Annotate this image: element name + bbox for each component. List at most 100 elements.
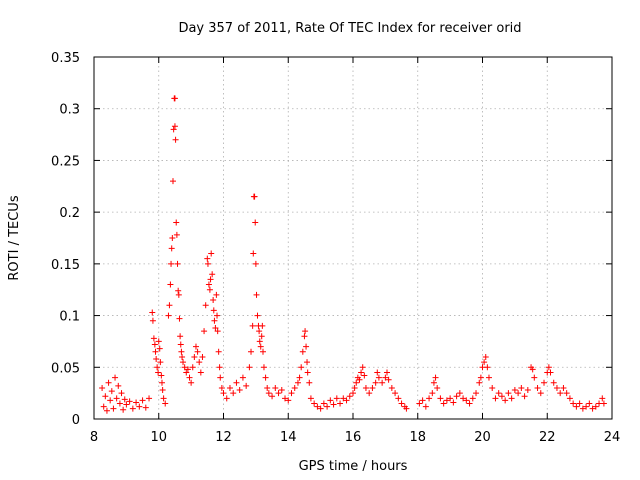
- data-point: [392, 390, 399, 397]
- data-point: [171, 95, 178, 102]
- data-point: [214, 328, 221, 335]
- data-point: [403, 405, 410, 412]
- data-point: [296, 374, 303, 381]
- data-point: [482, 353, 489, 360]
- x-tick-labels: 8 10 12 14 16 18 20 22 24: [90, 430, 620, 445]
- y-tick-label: 0.35: [51, 51, 80, 66]
- data-point: [107, 397, 114, 404]
- data-point: [272, 384, 279, 391]
- data-point: [311, 400, 318, 407]
- data-point: [204, 260, 211, 267]
- data-point: [168, 260, 175, 267]
- data-point: [557, 390, 564, 397]
- data-point: [304, 359, 311, 366]
- data-point: [492, 395, 499, 402]
- data-point: [215, 348, 222, 355]
- data-point: [202, 302, 209, 309]
- data-point: [170, 126, 177, 133]
- y-tick-labels: 0 0.05 0.1 0.15 0.2 0.25 0.3 0.35: [51, 51, 80, 428]
- data-point: [256, 328, 263, 335]
- data-point: [592, 403, 599, 410]
- data-point: [426, 395, 433, 402]
- data-point: [169, 235, 176, 241]
- data-point: [346, 393, 353, 400]
- data-point: [175, 287, 182, 294]
- data-point: [356, 376, 363, 383]
- data-point: [375, 374, 382, 381]
- data-point: [351, 384, 358, 391]
- data-point: [191, 353, 198, 360]
- data-point: [429, 390, 436, 397]
- data-point: [166, 302, 173, 309]
- data-point: [385, 376, 392, 383]
- data-point: [209, 271, 216, 278]
- data-point: [146, 395, 153, 402]
- data-point: [113, 395, 120, 402]
- data-point: [121, 396, 128, 403]
- data-point: [589, 405, 596, 412]
- data-point: [136, 403, 143, 410]
- data-point: [207, 276, 214, 283]
- data-point: [236, 387, 243, 394]
- data-point: [456, 390, 463, 397]
- x-tick-label: 16: [345, 430, 362, 445]
- x-tick-label: 12: [215, 430, 232, 445]
- data-point: [212, 324, 219, 331]
- data-point: [220, 390, 227, 397]
- data-point: [165, 312, 172, 319]
- data-point: [99, 384, 106, 391]
- data-point: [183, 369, 190, 376]
- data-point: [199, 353, 206, 360]
- data-point: [188, 379, 195, 386]
- data-point: [324, 403, 331, 410]
- data-point: [327, 397, 334, 404]
- data-point: [434, 384, 441, 391]
- data-point: [366, 390, 373, 397]
- data-point: [443, 397, 450, 404]
- data-point: [175, 291, 182, 298]
- data-point: [177, 341, 184, 348]
- x-tick-label: 22: [539, 430, 556, 445]
- data-point: [303, 343, 310, 350]
- data-point: [208, 250, 215, 257]
- data-point: [149, 309, 156, 316]
- data-point: [437, 395, 444, 402]
- data-point: [105, 379, 112, 386]
- data-point: [515, 390, 522, 397]
- data-point: [152, 348, 159, 355]
- data-point: [129, 405, 136, 412]
- data-point: [158, 379, 165, 386]
- data-point: [258, 333, 265, 340]
- data-point: [201, 328, 208, 335]
- data-point: [547, 369, 554, 376]
- data-point: [521, 393, 528, 400]
- data-point: [498, 393, 505, 400]
- data-point: [550, 379, 557, 386]
- data-point: [278, 387, 285, 394]
- data-point: [302, 328, 309, 335]
- data-point: [453, 393, 460, 400]
- data-point: [476, 379, 483, 386]
- data-point: [254, 312, 261, 319]
- data-point: [205, 281, 212, 288]
- data-point: [184, 366, 191, 373]
- data-point: [382, 374, 389, 381]
- data-point: [576, 400, 583, 407]
- data-point: [174, 260, 181, 267]
- data-point: [570, 400, 577, 407]
- data-point: [160, 395, 167, 402]
- data-point: [282, 395, 289, 402]
- data-point: [116, 400, 123, 407]
- data-point: [541, 379, 548, 386]
- data-point: [178, 348, 185, 355]
- data-point: [259, 322, 266, 329]
- data-point: [304, 369, 311, 376]
- data-point: [176, 315, 183, 322]
- data-point: [586, 400, 593, 407]
- data-point: [524, 387, 531, 394]
- data-point: [285, 397, 292, 404]
- data-point: [118, 390, 125, 397]
- data-point: [299, 348, 306, 355]
- data-point: [372, 379, 379, 386]
- data-point: [369, 384, 376, 391]
